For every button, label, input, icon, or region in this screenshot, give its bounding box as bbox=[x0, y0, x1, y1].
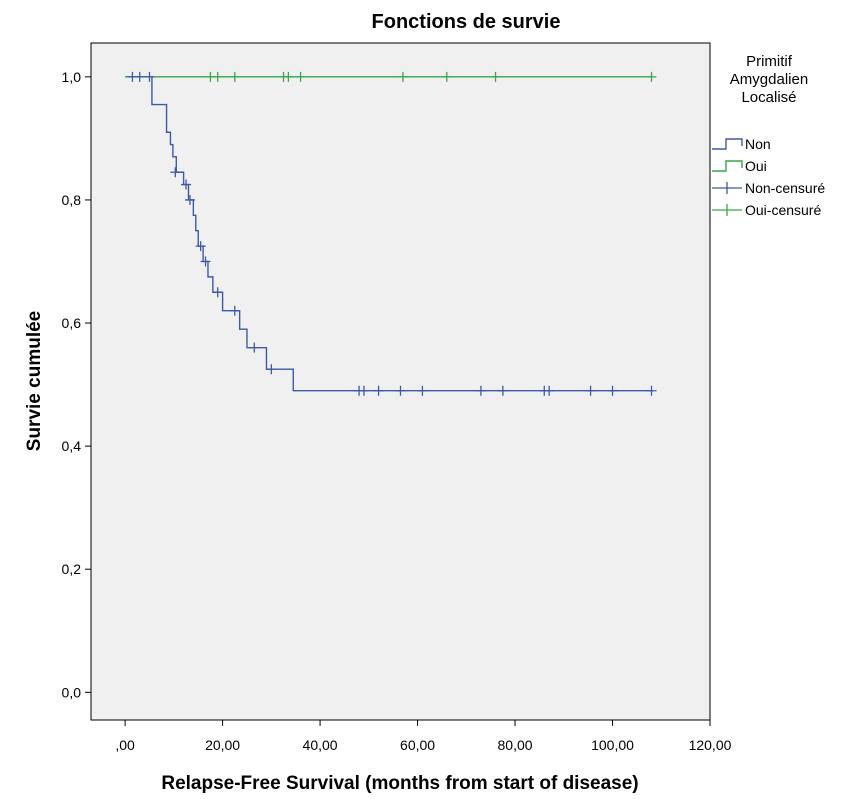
x-tick-label: 40,00 bbox=[303, 737, 338, 753]
censor-mark bbox=[607, 385, 618, 396]
censor-mark bbox=[544, 385, 555, 396]
legend-step-icon bbox=[712, 160, 743, 172]
legend-censor-icon bbox=[712, 182, 742, 194]
censor-mark bbox=[144, 71, 155, 82]
legend-step-icon bbox=[712, 138, 743, 150]
chart-title: Fonctions de survie bbox=[372, 11, 561, 33]
y-tick-label: 1,0 bbox=[62, 69, 82, 85]
legend-label: Non bbox=[745, 136, 771, 152]
censor-mark bbox=[200, 256, 211, 267]
legend-title-line: Amygdalien bbox=[730, 71, 808, 88]
censor-mark bbox=[212, 287, 223, 298]
plot-area bbox=[90, 42, 711, 721]
censor-mark bbox=[184, 194, 195, 205]
x-tick-label: 80,00 bbox=[498, 737, 533, 753]
y-tick-label: 0,2 bbox=[62, 561, 82, 577]
censor-mark bbox=[195, 241, 206, 252]
x-tick-label: ,00 bbox=[115, 737, 135, 753]
legend-title-line: Primitif bbox=[746, 53, 793, 70]
censor-mark bbox=[490, 71, 501, 82]
x-axis-label: Relapse-Free Survival (months from start… bbox=[161, 773, 638, 794]
censor-mark bbox=[397, 71, 408, 82]
censor-mark bbox=[585, 385, 596, 396]
x-tick-label: 20,00 bbox=[205, 737, 240, 753]
y-tick-label: 0,8 bbox=[62, 192, 82, 208]
censor-mark bbox=[358, 385, 369, 396]
y-axis: 0,0 0,2 0,4 0,6 0,8 1,0 bbox=[62, 69, 91, 700]
censor-mark bbox=[475, 385, 486, 396]
censor-mark bbox=[373, 385, 384, 396]
x-tick-label: 60,00 bbox=[400, 737, 435, 753]
censor-mark bbox=[181, 179, 192, 190]
censor-mark bbox=[170, 167, 181, 178]
series-non-curve bbox=[125, 76, 652, 392]
censor-mark bbox=[212, 71, 223, 82]
censor-mark bbox=[229, 305, 240, 316]
censor-mark bbox=[283, 71, 294, 82]
y-tick-label: 0,6 bbox=[62, 315, 82, 331]
legend-censor-icon bbox=[712, 204, 742, 216]
censor-mark bbox=[646, 385, 657, 396]
y-tick-label: 0,0 bbox=[62, 684, 82, 700]
legend-label: Oui-censuré bbox=[745, 202, 821, 218]
censor-mark bbox=[441, 71, 452, 82]
censor-mark bbox=[646, 71, 657, 82]
censor-mark bbox=[249, 342, 260, 353]
x-tick-label: 120,00 bbox=[689, 737, 732, 753]
censor-mark bbox=[229, 71, 240, 82]
x-axis: ,00 20,00 40,00 60,00 80,00 100,00 120,00 bbox=[115, 720, 732, 753]
legend-title-line: Localisé bbox=[741, 89, 796, 106]
censor-mark bbox=[417, 385, 428, 396]
censor-mark bbox=[497, 385, 508, 396]
y-axis-label: Survie cumulée bbox=[24, 311, 45, 451]
legend-label: Non-censuré bbox=[745, 180, 825, 196]
censor-mark bbox=[395, 385, 406, 396]
y-tick-label: 0,4 bbox=[62, 438, 82, 454]
censor-mark bbox=[266, 364, 277, 375]
x-tick-label: 100,00 bbox=[591, 737, 634, 753]
censor-mark bbox=[134, 71, 145, 82]
censor-mark bbox=[295, 71, 306, 82]
censor-marks bbox=[127, 71, 657, 396]
legend-label: Oui bbox=[745, 158, 767, 174]
